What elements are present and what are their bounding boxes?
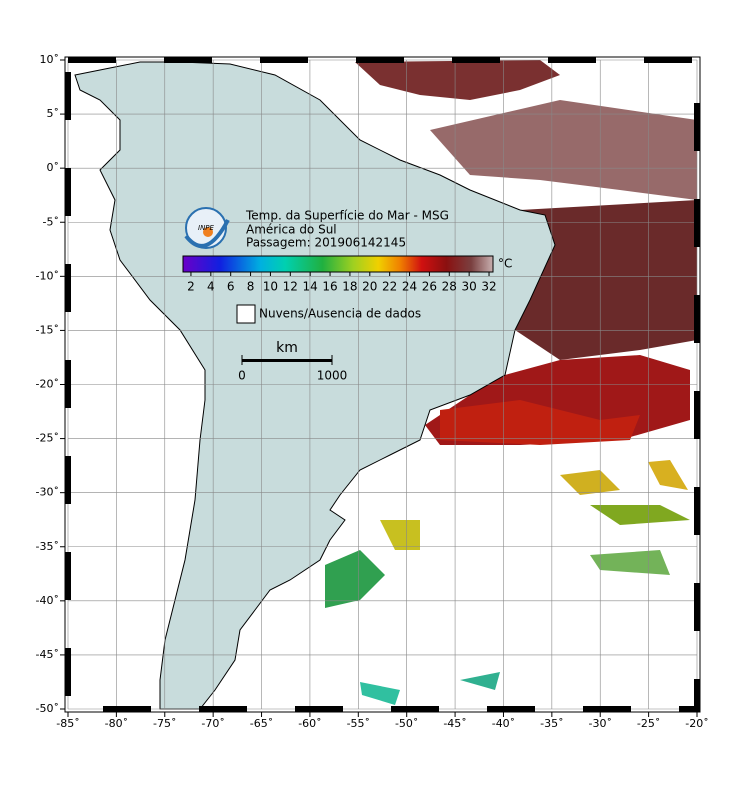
pass-time: Passagem: 201906142145 <box>246 236 406 250</box>
colorbar-tick-label: 24 <box>402 280 417 294</box>
y-tick-label: 5˚ <box>47 107 60 120</box>
colorbar-tick-label: 14 <box>303 280 318 294</box>
colorbar-tick-label: 30 <box>462 280 477 294</box>
y-tick-label: -40˚ <box>36 594 59 607</box>
x-tick-label: -60˚ <box>298 717 321 730</box>
x-tick-label: -45˚ <box>443 717 466 730</box>
y-tick-label: -30˚ <box>36 486 59 499</box>
x-tick-label: -50˚ <box>395 717 418 730</box>
colorbar-tick-label: 32 <box>481 280 496 294</box>
logo: INPE <box>184 207 230 249</box>
y-tick-label: 10˚ <box>40 53 60 66</box>
x-tick-label: -20˚ <box>685 717 708 730</box>
colorbar-tick-label: 4 <box>207 280 215 294</box>
y-tick-label: -50˚ <box>36 702 59 715</box>
y-tick-label: -20˚ <box>36 378 59 391</box>
legend-label: Nuvens/Ausencia de dados <box>259 307 421 321</box>
x-tick-label: -25˚ <box>637 717 660 730</box>
colorbar-tick-label: 26 <box>422 280 437 294</box>
x-tick-label: -40˚ <box>492 717 515 730</box>
x-tick-label: -75˚ <box>153 717 176 730</box>
scale-start: 0 <box>238 369 246 383</box>
x-tick-label: -70˚ <box>201 717 224 730</box>
y-tick-label: -15˚ <box>36 323 59 336</box>
y-tick-label: 0˚ <box>47 161 60 174</box>
scale-unit: km <box>276 340 298 356</box>
y-tick-label: -5˚ <box>43 215 59 228</box>
x-tick-label: -55˚ <box>347 717 370 730</box>
colorbar-tick-label: 10 <box>263 280 278 294</box>
y-tick-label: -45˚ <box>36 648 59 661</box>
x-tick-label: -30˚ <box>588 717 611 730</box>
colorbar-unit: °C <box>498 257 512 271</box>
subtitle: América do Sul <box>246 223 337 237</box>
colorbar <box>182 255 494 273</box>
y-tick-label: -10˚ <box>36 269 59 282</box>
x-tick-label: -35˚ <box>540 717 563 730</box>
logo-text: INPE <box>198 224 215 232</box>
colorbar-tick-label: 18 <box>342 280 357 294</box>
x-tick-label: -85˚ <box>56 717 79 730</box>
sst-patches <box>325 60 697 705</box>
y-tick-label: -25˚ <box>36 432 59 445</box>
scale-bar: km 0 1000 <box>238 340 347 383</box>
colorbar-tick-label: 6 <box>227 280 235 294</box>
x-tick-label: -80˚ <box>105 717 128 730</box>
colorbar-tick-label: 8 <box>247 280 255 294</box>
scale-end: 1000 <box>317 369 348 383</box>
y-tick-label: -35˚ <box>36 540 59 553</box>
title: Temp. da Superfície do Mar - MSG <box>245 209 449 223</box>
colorbar-tick-label: 28 <box>442 280 457 294</box>
colorbar-tick-label: 2 <box>187 280 195 294</box>
colorbar-tick-label: 22 <box>382 280 397 294</box>
colorbar-tick-label: 16 <box>322 280 337 294</box>
colorbar-tick-label: 20 <box>362 280 377 294</box>
colorbar-tick-label: 12 <box>283 280 298 294</box>
legend-swatch <box>236 304 256 324</box>
frame-border <box>65 57 700 712</box>
x-tick-label: -65˚ <box>250 717 273 730</box>
